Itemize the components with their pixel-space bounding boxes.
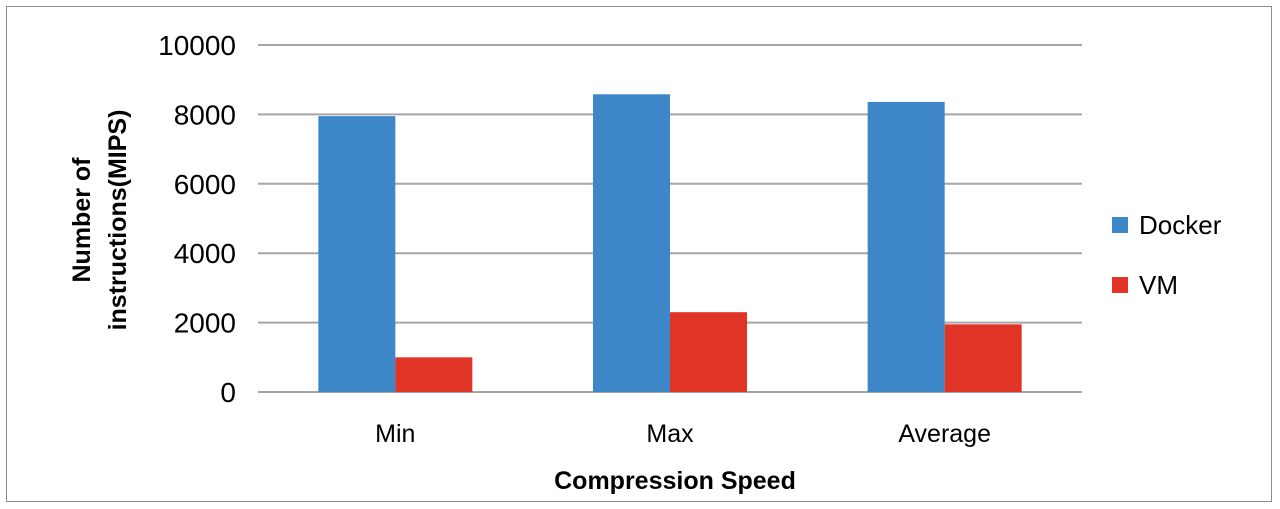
bar-docker-max: [593, 94, 670, 393]
x-axis-title: Compression Speed: [554, 467, 796, 495]
y-tick-label: 0: [220, 377, 236, 408]
legend-swatch-docker: [1112, 217, 1128, 233]
y-tick-label: 10000: [158, 30, 236, 61]
x-tick-labels: Min Max Average: [375, 420, 991, 448]
legend-swatch-vm: [1112, 277, 1128, 293]
bars: [318, 94, 1022, 393]
y-tick-label: 2000: [174, 308, 236, 339]
bar-vm-average: [944, 324, 1022, 392]
bar-vm-min: [395, 357, 473, 392]
x-tick-label: Max: [646, 420, 694, 448]
bar-vm-max: [670, 312, 747, 392]
y-tick-labels: 0 2000 4000 6000 8000 10000: [158, 30, 236, 408]
y-tick-label: 6000: [174, 169, 236, 200]
bar-docker-average: [867, 101, 945, 393]
x-tick-label: Average: [898, 420, 991, 448]
y-axis-title-line-1: Number of: [68, 157, 96, 283]
x-tick-label: Min: [375, 420, 415, 448]
y-tick-label: 8000: [174, 99, 236, 130]
y-axis-title: Number of instructions(MIPS): [68, 110, 132, 331]
legend-label-vm: VM: [1139, 270, 1178, 300]
y-axis-title-line-2: instructions(MIPS): [104, 110, 132, 331]
y-tick-label: 4000: [174, 238, 236, 269]
legend-label-docker: Docker: [1139, 210, 1222, 240]
legend: Docker VM: [1112, 210, 1222, 300]
bar-docker-min: [318, 116, 396, 392]
